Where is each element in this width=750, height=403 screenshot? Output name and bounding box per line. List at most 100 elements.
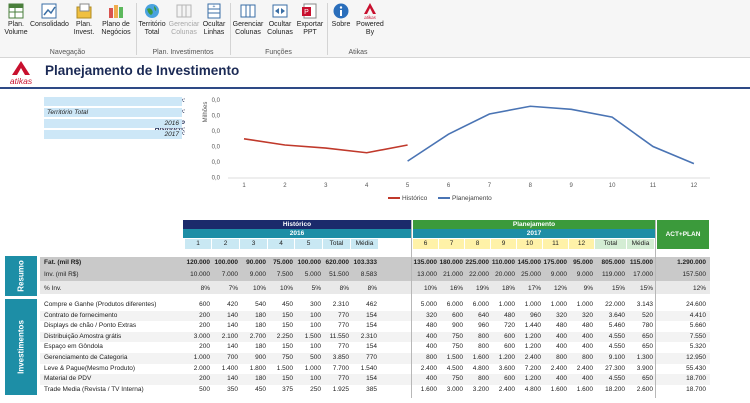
- hist-col-header: Média: [351, 239, 379, 249]
- ribbon-separator: [230, 3, 231, 55]
- folder-icon: [76, 3, 92, 19]
- investimento-cell: 500: [199, 385, 210, 393]
- plan-col-header: 12: [569, 239, 595, 249]
- resumo-cell: 8%: [367, 285, 377, 292]
- info-row: Visão:Território Total: [0, 108, 185, 118]
- plan-col-header: 8: [465, 239, 491, 249]
- investimento-cell: 800: [556, 354, 567, 361]
- info-value-field[interactable]: [44, 97, 182, 106]
- legend-label-planejamento: Planejamento: [452, 195, 492, 202]
- investimento-cell: 6.000: [446, 301, 463, 308]
- investimento-cell: 320: [556, 311, 567, 319]
- investimento-cell: 5.460: [608, 322, 625, 330]
- gerenciar-colunas-disabled-button[interactable]: Gerenciar Colunas: [168, 2, 200, 37]
- resumo-side-text: Resumo: [16, 260, 26, 292]
- hist-year: 2016: [183, 229, 411, 238]
- territorio-total-button[interactable]: Território Total: [137, 2, 167, 37]
- plan-invest-button[interactable]: Plan. Invest.: [70, 2, 98, 37]
- investimento-cell: 1.000: [304, 364, 321, 372]
- ribbon-separator: [327, 3, 328, 55]
- investimento-act-cell: 5.320: [689, 343, 706, 351]
- resumo-band-light: [40, 281, 710, 294]
- resumo-cell: 25.000: [521, 271, 541, 278]
- consolidado-label: Consolidado: [30, 21, 69, 28]
- plano-negocios-button[interactable]: Plano de Negócios: [98, 2, 134, 37]
- investimento-cell: 1.000: [524, 301, 541, 308]
- investimento-cell: 350: [227, 385, 238, 393]
- group-label-plan-investimentos: Plan. Investimentos: [152, 49, 214, 56]
- investimentos-side-text: Investimentos: [16, 320, 26, 374]
- investimento-cell: 650: [642, 375, 653, 383]
- resumo-band: [40, 257, 710, 281]
- resumo-cell: 51.500: [329, 271, 349, 278]
- atikas-logo: atikas: [10, 61, 33, 86]
- info-value-field[interactable]: Território Total: [44, 108, 182, 117]
- investimento-cell: 750: [452, 343, 463, 351]
- investimento-cell: 4.550: [608, 375, 625, 383]
- resumo-cell: 7%: [228, 285, 238, 292]
- plan-col-header: 10: [517, 239, 543, 249]
- hist-col-header: 1: [185, 239, 212, 249]
- exportar-ppt-button[interactable]: P Exportar PPT: [295, 2, 325, 37]
- info-value-field[interactable]: 2017: [44, 130, 182, 139]
- investimento-cell: 1.000: [193, 354, 210, 361]
- investimento-row-label: Material de PDV: [44, 375, 92, 383]
- investimento-cell: 770: [338, 343, 349, 351]
- row-stripe: [40, 310, 710, 322]
- resumo-cell: 103.333: [353, 259, 378, 266]
- powered-by-label: Powered By: [356, 21, 384, 36]
- hist-col-header: 3: [240, 239, 268, 249]
- arrows-horizontal-icon: [272, 4, 288, 18]
- svg-text:atikas: atikas: [364, 15, 377, 20]
- gerenciar-colunas-button[interactable]: Gerenciar Colunas: [231, 2, 265, 37]
- investimento-cell: 3.143: [636, 301, 653, 308]
- svg-text:atikas: atikas: [10, 76, 33, 86]
- svg-text:P: P: [304, 9, 309, 16]
- investimento-cell: 1.440: [524, 322, 541, 330]
- investimento-row-label: Gerenciamento de Categoria: [44, 354, 128, 361]
- investimento-cell: 1.600: [550, 385, 567, 393]
- resumo-cell: 10.000: [190, 271, 210, 278]
- investimento-cell: 154: [366, 311, 377, 319]
- investimento-act-cell: 55.430: [686, 364, 706, 372]
- investimento-cell: 450: [282, 301, 293, 308]
- info-value-field[interactable]: 2016: [44, 119, 182, 128]
- group-label-atikas: Atikas: [348, 49, 368, 56]
- y-tick-label: 0,0: [212, 176, 221, 182]
- investimento-row-label: Displays de chão / Ponto Extras: [44, 322, 137, 330]
- resumo-cell: 10%: [423, 285, 437, 292]
- investimento-cell: 200: [199, 322, 210, 330]
- legend-item-historico: Histórico: [388, 195, 427, 202]
- plano-negocios-label: Plano de Negócios: [101, 21, 131, 36]
- resumo-cell: 110.000: [491, 259, 515, 266]
- sobre-label: Sobre: [331, 21, 351, 28]
- resumo-cell: 120.000: [186, 259, 211, 266]
- investimento-cell: 2.600: [636, 385, 653, 393]
- ribbon-group-atikas: Sobre atikas Powered By Atikas: [328, 0, 388, 58]
- investimento-cell: 3.900: [636, 364, 653, 372]
- ocultar-colunas-button[interactable]: Ocultar Colunas: [265, 2, 295, 37]
- investimento-cell: 1.200: [524, 332, 541, 340]
- sobre-button[interactable]: Sobre: [328, 2, 354, 29]
- investimento-cell: 3.640: [608, 311, 625, 319]
- investimento-cell: 1.800: [249, 364, 266, 372]
- x-tick-label: 2: [283, 183, 287, 189]
- investimento-cell: 3.600: [498, 364, 515, 372]
- investimento-cell: 100: [310, 375, 321, 383]
- rows-icon: +: [207, 3, 221, 19]
- plan-volume-button[interactable]: Plan. Volume: [2, 2, 30, 37]
- consolidado-button[interactable]: Consolidado: [30, 2, 69, 29]
- investimento-cell: 800: [582, 354, 593, 361]
- powered-by-button[interactable]: atikas Powered By: [354, 2, 386, 37]
- investimento-cell: 400: [426, 332, 437, 340]
- ocultar-linhas-button[interactable]: + Ocultar Linhas: [200, 2, 228, 37]
- investimento-row-label: Contrato de fornecimento: [44, 311, 118, 319]
- resumo-cell: 16%: [449, 285, 463, 292]
- investimento-act-cell: 5.660: [689, 322, 706, 330]
- resumo-row-label: % Inv.: [44, 285, 62, 292]
- ribbon-group-funcoes: Gerenciar Colunas Ocultar Colunas P Expo…: [231, 0, 326, 58]
- investimento-cell: 462: [366, 301, 377, 308]
- investimento-act-cell: 18.700: [686, 385, 706, 393]
- investimento-cell: 6.000: [472, 301, 489, 308]
